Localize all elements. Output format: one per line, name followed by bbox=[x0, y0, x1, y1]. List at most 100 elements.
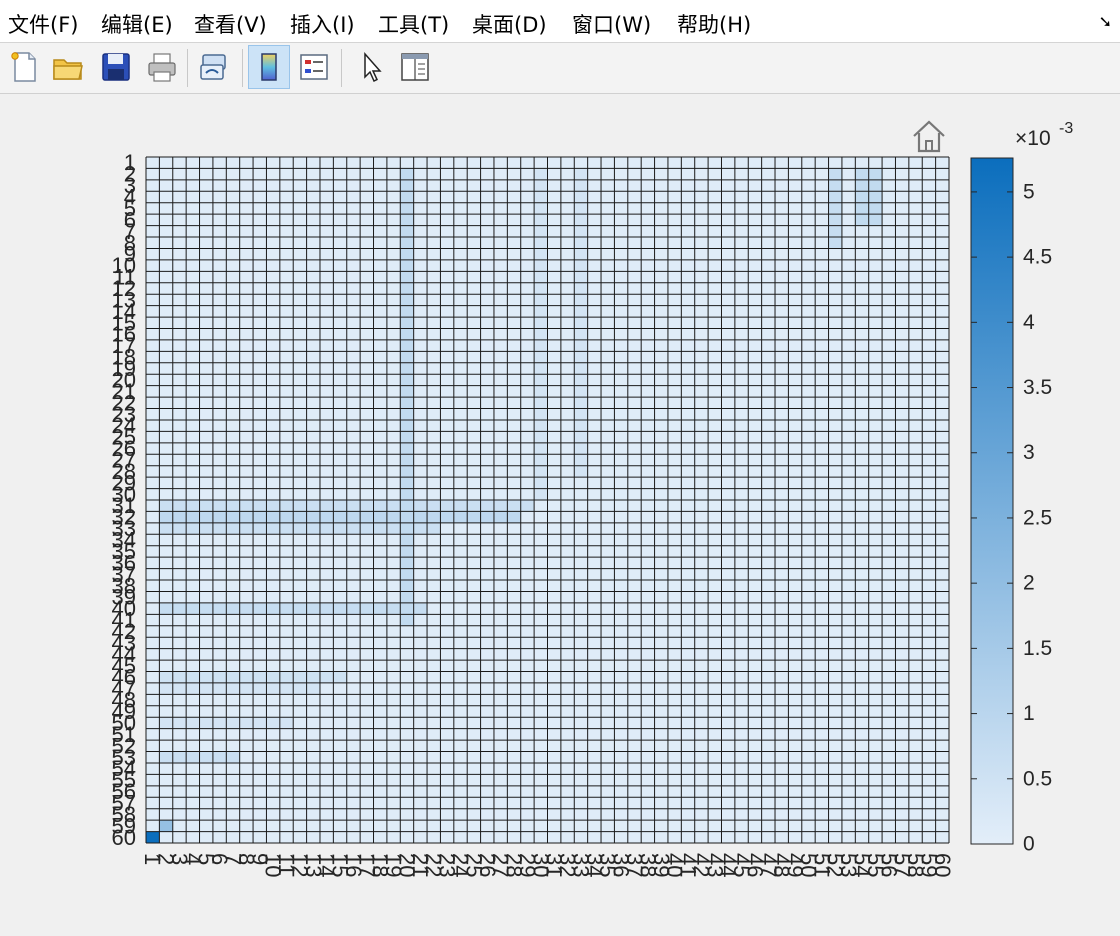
heatmap-cell bbox=[360, 831, 374, 844]
dock-arrow-icon[interactable]: ➘ bbox=[1098, 12, 1112, 31]
heatmap-cell bbox=[520, 602, 535, 615]
heatmap-cell bbox=[226, 259, 240, 272]
menu-item-4[interactable]: 插入(I) bbox=[290, 13, 355, 37]
heatmap-cell bbox=[868, 602, 883, 615]
heatmap-cell bbox=[186, 214, 200, 226]
heatmap-cell bbox=[279, 500, 294, 512]
heatmap-cell bbox=[493, 374, 508, 386]
heatmap-cell bbox=[186, 294, 200, 306]
toolbar-separator bbox=[187, 49, 188, 87]
heatmap-cell bbox=[547, 671, 562, 684]
property-inspector-button[interactable] bbox=[395, 47, 435, 87]
heatmap-cell bbox=[882, 419, 896, 432]
heatmap-cell bbox=[761, 820, 776, 832]
heatmap-cell bbox=[440, 545, 455, 558]
heatmap-cell bbox=[493, 785, 508, 798]
heatmap-cell bbox=[427, 374, 441, 386]
menu-item-2[interactable]: 编辑(E) bbox=[101, 13, 173, 37]
heatmap-cell bbox=[172, 465, 187, 478]
row-tick-label: 60 bbox=[112, 825, 136, 850]
heatmap-cell bbox=[667, 522, 682, 535]
heatmap-cell bbox=[681, 419, 696, 432]
heatmap-cell bbox=[801, 191, 816, 204]
heatmap-cell bbox=[212, 179, 227, 192]
heatmap-cell bbox=[373, 545, 388, 558]
menu-item-1[interactable]: 文件(F) bbox=[8, 13, 79, 37]
heatmap-cell bbox=[614, 225, 629, 238]
link-plot-button[interactable] bbox=[194, 47, 234, 87]
heatmap-cell bbox=[614, 808, 629, 821]
restore-view-button[interactable] bbox=[910, 117, 948, 155]
heatmap-cell bbox=[641, 511, 655, 524]
heatmap-cell bbox=[788, 488, 803, 501]
column-tick-label: 11 bbox=[274, 853, 299, 876]
row-tick-label: 47 bbox=[112, 676, 136, 701]
heatmap-cell bbox=[801, 557, 816, 569]
colorbar-tick-label: 0.5 bbox=[1023, 767, 1052, 790]
legend-button[interactable] bbox=[294, 47, 334, 87]
heatmap-cell bbox=[360, 682, 374, 695]
menu-item-7[interactable]: 窗口(W) bbox=[572, 13, 652, 37]
menu-item-8[interactable]: 帮助(H) bbox=[677, 13, 752, 37]
heatmap-cell bbox=[534, 671, 548, 684]
heatmap-cell bbox=[440, 808, 455, 821]
heatmap-cell bbox=[587, 762, 602, 775]
heatmap-cell bbox=[266, 671, 281, 684]
menu-item-5[interactable]: 工具(T) bbox=[378, 13, 450, 37]
heatmap-cell bbox=[694, 305, 709, 318]
heatmap-cell bbox=[400, 179, 414, 192]
colorbar-button[interactable] bbox=[248, 45, 290, 89]
heatmap-cell bbox=[480, 477, 495, 489]
heatmap-cell bbox=[614, 339, 629, 352]
heatmap-cell bbox=[748, 374, 762, 386]
heatmap-cell bbox=[694, 294, 709, 306]
heatmap-cell bbox=[453, 660, 468, 672]
new-figure-button[interactable] bbox=[4, 47, 44, 87]
menu-item-3[interactable]: 查看(V) bbox=[194, 13, 267, 37]
heatmap-cell bbox=[172, 557, 187, 569]
open-button[interactable] bbox=[48, 47, 88, 87]
heatmap-cell bbox=[587, 431, 602, 444]
edit-plot-button[interactable] bbox=[351, 47, 391, 87]
heatmap-cell bbox=[721, 705, 736, 718]
print-button[interactable] bbox=[142, 47, 182, 87]
heatmap-cell bbox=[734, 785, 749, 798]
heatmap-cell bbox=[507, 317, 522, 329]
heatmap-cell bbox=[520, 682, 535, 695]
heatmap-cell bbox=[226, 751, 240, 764]
heatmap-cell bbox=[601, 797, 615, 809]
heatmap-cell bbox=[453, 339, 468, 352]
heatmap-cell bbox=[386, 339, 401, 352]
heatmap-cell bbox=[788, 294, 803, 306]
heatmap-cell bbox=[279, 797, 294, 809]
heatmap-cell bbox=[574, 671, 588, 684]
heatmap-cell bbox=[360, 477, 374, 489]
heatmap-cell bbox=[373, 362, 388, 375]
heatmap-cell bbox=[775, 751, 789, 764]
heatmap-cell bbox=[400, 785, 414, 798]
heatmap-cell bbox=[721, 511, 736, 524]
heatmap-cell bbox=[801, 682, 816, 695]
heatmap-cell bbox=[279, 808, 294, 821]
heatmap-cell bbox=[253, 534, 267, 547]
heatmap-cell bbox=[146, 557, 160, 569]
column-tick-label: 51 bbox=[809, 853, 834, 877]
heatmap-cell bbox=[333, 808, 348, 821]
heatmap-cell bbox=[400, 477, 414, 489]
heatmap-cell bbox=[868, 545, 883, 558]
heatmap-cell bbox=[681, 614, 696, 627]
heatmap-cell bbox=[721, 339, 736, 352]
heatmap-cell bbox=[159, 294, 174, 306]
heatmap-cell bbox=[534, 419, 548, 432]
heatmap-cell bbox=[775, 820, 789, 832]
heatmap-cell bbox=[199, 214, 214, 226]
heatmap-cell bbox=[279, 694, 294, 707]
menu-item-6[interactable]: 桌面(D) bbox=[472, 13, 547, 37]
heatmap-cell bbox=[373, 534, 388, 547]
heatmap-cell bbox=[413, 762, 428, 775]
heatmap-cell bbox=[146, 168, 160, 181]
save-button[interactable] bbox=[96, 47, 136, 87]
heatmap-cell bbox=[159, 522, 174, 535]
heatmap-cell bbox=[186, 397, 200, 409]
heatmap-cell bbox=[721, 591, 736, 604]
